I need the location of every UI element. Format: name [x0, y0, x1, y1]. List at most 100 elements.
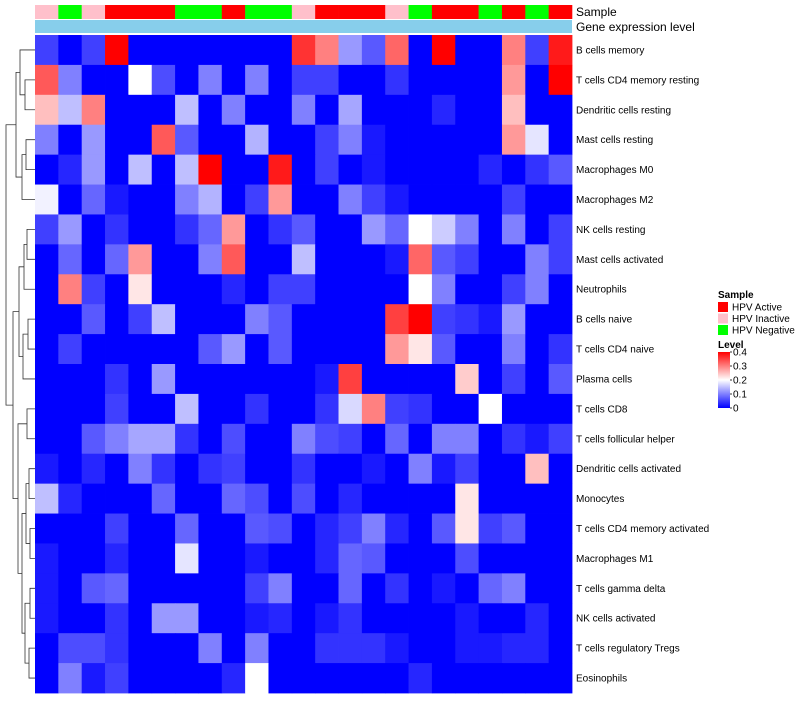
heatmap-cell — [385, 94, 409, 126]
heatmap-cell — [58, 304, 83, 335]
sample-annotation-20 — [478, 5, 503, 19]
heatmap-cell — [525, 543, 550, 574]
heatmap-cell — [58, 94, 83, 126]
heatmap-cell — [58, 513, 83, 544]
heatmap-cell — [525, 244, 550, 275]
heatmap-cell — [431, 274, 456, 305]
heatmap-cell — [128, 393, 153, 425]
heatmap-cell — [58, 543, 83, 574]
dendrogram-branch — [15, 71, 22, 178]
heatmap-cell — [548, 35, 573, 66]
heatmap-cell — [105, 513, 129, 544]
heatmap-cell — [221, 603, 246, 634]
heatmap-cell — [291, 214, 316, 245]
heatmap-cell — [338, 334, 363, 365]
heatmap-cell — [58, 184, 83, 215]
heatmap-cell — [105, 124, 129, 156]
heatmap-cell — [268, 663, 293, 694]
heatmap-cell — [245, 603, 269, 634]
heatmap-cell — [81, 154, 106, 185]
heatmap-cell — [431, 483, 456, 514]
heatmap-cell — [315, 663, 339, 694]
heatmap-cell — [198, 393, 223, 425]
heatmap-cell — [478, 633, 503, 664]
heatmap-cell — [175, 633, 199, 664]
heatmap-cell — [501, 633, 526, 664]
heatmap-cell — [315, 35, 339, 66]
heatmap-cell — [291, 94, 316, 126]
heatmap-cell — [245, 393, 269, 425]
heatmap-cell — [431, 603, 456, 634]
heatmap-cell — [105, 35, 129, 66]
heatmap-cell — [175, 663, 199, 694]
heatmap-cell — [81, 94, 106, 126]
heatmap-cell — [525, 453, 550, 485]
heatmap-cell — [408, 124, 433, 156]
heatmap-cell — [221, 543, 246, 574]
heatmap-cell — [35, 393, 59, 425]
heatmap-cell — [385, 214, 409, 245]
heatmap-cells — [35, 35, 573, 694]
heatmap-cell — [128, 94, 153, 126]
heatmap-cell — [431, 94, 456, 126]
heatmap-cell — [525, 35, 550, 66]
heatmap-cell — [431, 513, 456, 544]
heatmap-cell — [315, 633, 339, 664]
heatmap-cell — [268, 633, 293, 664]
heatmap-cell — [151, 244, 176, 275]
heatmap-cell — [338, 603, 363, 634]
level-tick-label: 0.1 — [733, 390, 747, 401]
heatmap-cell — [361, 304, 386, 335]
heatmap-cell — [221, 154, 246, 185]
heatmap-cell — [501, 393, 526, 425]
heatmap-cell — [268, 244, 293, 275]
heatmap-cell — [525, 334, 550, 365]
heatmap-cell — [245, 274, 269, 305]
heatmap-cell — [315, 94, 339, 126]
sample-legend-swatch-hpv-active — [718, 302, 728, 312]
heatmap-cell — [315, 453, 339, 485]
heatmap-cell — [245, 184, 269, 215]
heatmap-cell — [338, 393, 363, 425]
heatmap-cell — [501, 453, 526, 485]
heatmap-cell — [385, 663, 409, 694]
heatmap-cell — [548, 274, 573, 305]
heatmap-cell — [268, 184, 293, 215]
sample-legend-label-hpv-inactive: HPV Inactive — [732, 314, 790, 325]
heatmap-cell — [478, 35, 503, 66]
heatmap-cell — [175, 35, 199, 66]
heatmap-cell — [455, 423, 480, 455]
heatmap-cell — [548, 214, 573, 245]
heatmap-cell — [268, 334, 293, 365]
heatmap-cell — [35, 244, 59, 275]
heatmap-cell — [338, 184, 363, 215]
row-label-mast-cells-resting: Mast cells resting — [576, 135, 653, 146]
heatmap-cell — [81, 64, 106, 96]
heatmap-cell — [81, 304, 106, 335]
heatmap-cell — [105, 633, 129, 664]
sample-annotation-15 — [361, 5, 386, 19]
heatmap-cell — [268, 543, 293, 574]
heatmap-cell — [221, 64, 246, 96]
heatmap-cell — [198, 483, 223, 514]
heatmap-cell — [525, 633, 550, 664]
heatmap-cell — [151, 573, 176, 604]
heatmap-cell — [431, 393, 456, 425]
heatmap-cell — [81, 513, 106, 544]
heatmap-cell — [478, 334, 503, 365]
heatmap-cell — [548, 633, 573, 664]
dendrogram-branch — [29, 528, 35, 559]
heatmap-cell — [501, 184, 526, 215]
heatmap-cell — [268, 513, 293, 544]
heatmap-cell — [385, 423, 409, 455]
heatmap-cell — [408, 35, 433, 66]
sample-annotation-14 — [338, 5, 363, 19]
heatmap-cell — [221, 423, 246, 455]
sample-annotation-13 — [315, 5, 339, 19]
heatmap-cell — [525, 184, 550, 215]
heatmap-cell — [501, 154, 526, 185]
level-legend-title: Level — [718, 340, 744, 351]
heatmap-cell — [501, 543, 526, 574]
heatmap-cell — [245, 543, 269, 574]
heatmap-cell — [478, 483, 503, 514]
